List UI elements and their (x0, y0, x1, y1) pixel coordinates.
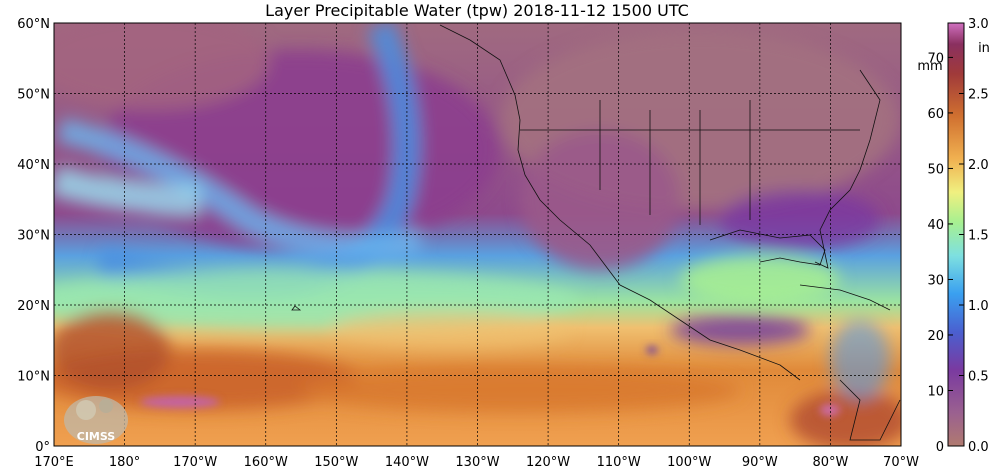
lon-label: 150°W (314, 455, 358, 470)
mm-tick-label: 10 (927, 384, 944, 399)
lon-label: 70°W (883, 455, 919, 470)
lon-label: 180° (109, 455, 140, 470)
mm-tick-label: 20 (927, 329, 944, 344)
coastlines (291, 24, 901, 441)
in-tick-label: 0.5 (968, 370, 989, 385)
colorbar-in-ticks: 0.0 0.5 1.0 1.5 2.0 2.5 3.0 (959, 17, 989, 455)
lat-label: 20°N (17, 299, 50, 314)
in-tick-label: 1.0 (968, 299, 989, 314)
lat-label: 50°N (17, 88, 50, 103)
latitude-labels: 60°N 50°N 40°N 30°N 20°N 10°N 0° (17, 17, 50, 455)
mm-tick-label: 40 (927, 218, 944, 233)
colorbar-mm-ticks: 0 10 20 30 40 50 60 70 (927, 51, 953, 455)
lat-label: 30°N (17, 229, 50, 244)
lon-label: 120°W (526, 455, 570, 470)
colorbar-in-unit: in (978, 41, 990, 56)
mm-tick-label: 30 (927, 273, 944, 288)
colorbar: mm in 0 10 20 30 40 50 60 70 0.0 0.5 1.0 1.5 2.0 2.5… (917, 17, 990, 455)
lon-label: 100°W (667, 455, 711, 470)
lon-label: 130°W (455, 455, 499, 470)
lon-label: 80°W (812, 455, 848, 470)
longitude-labels: 170°E 180° 170°W 160°W 150°W 140°W 130°W 120°W 1… (34, 455, 919, 470)
lat-label: 40°N (17, 158, 50, 173)
in-tick-label: 0.0 (968, 440, 989, 455)
mm-tick-label: 70 (927, 51, 944, 66)
lon-label: 140°W (385, 455, 429, 470)
mm-tick-label: 50 (927, 162, 944, 177)
lat-label: 60°N (17, 17, 50, 32)
mm-tick-label: 0 (936, 440, 944, 455)
lon-label: 170°E (34, 455, 74, 470)
colorbar-mm-unit: mm (917, 59, 942, 74)
precipitable-water-field (54, 23, 901, 446)
lon-label: 170°W (173, 455, 217, 470)
map-title: Layer Precipitable Water (tpw) 2018-11-1… (265, 1, 689, 20)
graticule (54, 23, 901, 446)
lat-label: 10°N (17, 370, 50, 385)
lon-label: 90°W (742, 455, 778, 470)
lon-label: 160°W (244, 455, 288, 470)
lat-label: 0° (35, 440, 50, 455)
map-frame (53, 22, 902, 447)
in-tick-label: 2.0 (968, 158, 989, 173)
in-tick-label: 1.5 (968, 229, 989, 244)
in-tick-label: 2.5 (968, 88, 989, 103)
in-tick-label: 3.0 (968, 17, 989, 32)
mm-tick-label: 60 (927, 107, 944, 122)
cimss-logo: CIMSS (64, 396, 128, 444)
logo-text: CIMSS (77, 430, 116, 443)
lon-label: 110°W (597, 455, 641, 470)
